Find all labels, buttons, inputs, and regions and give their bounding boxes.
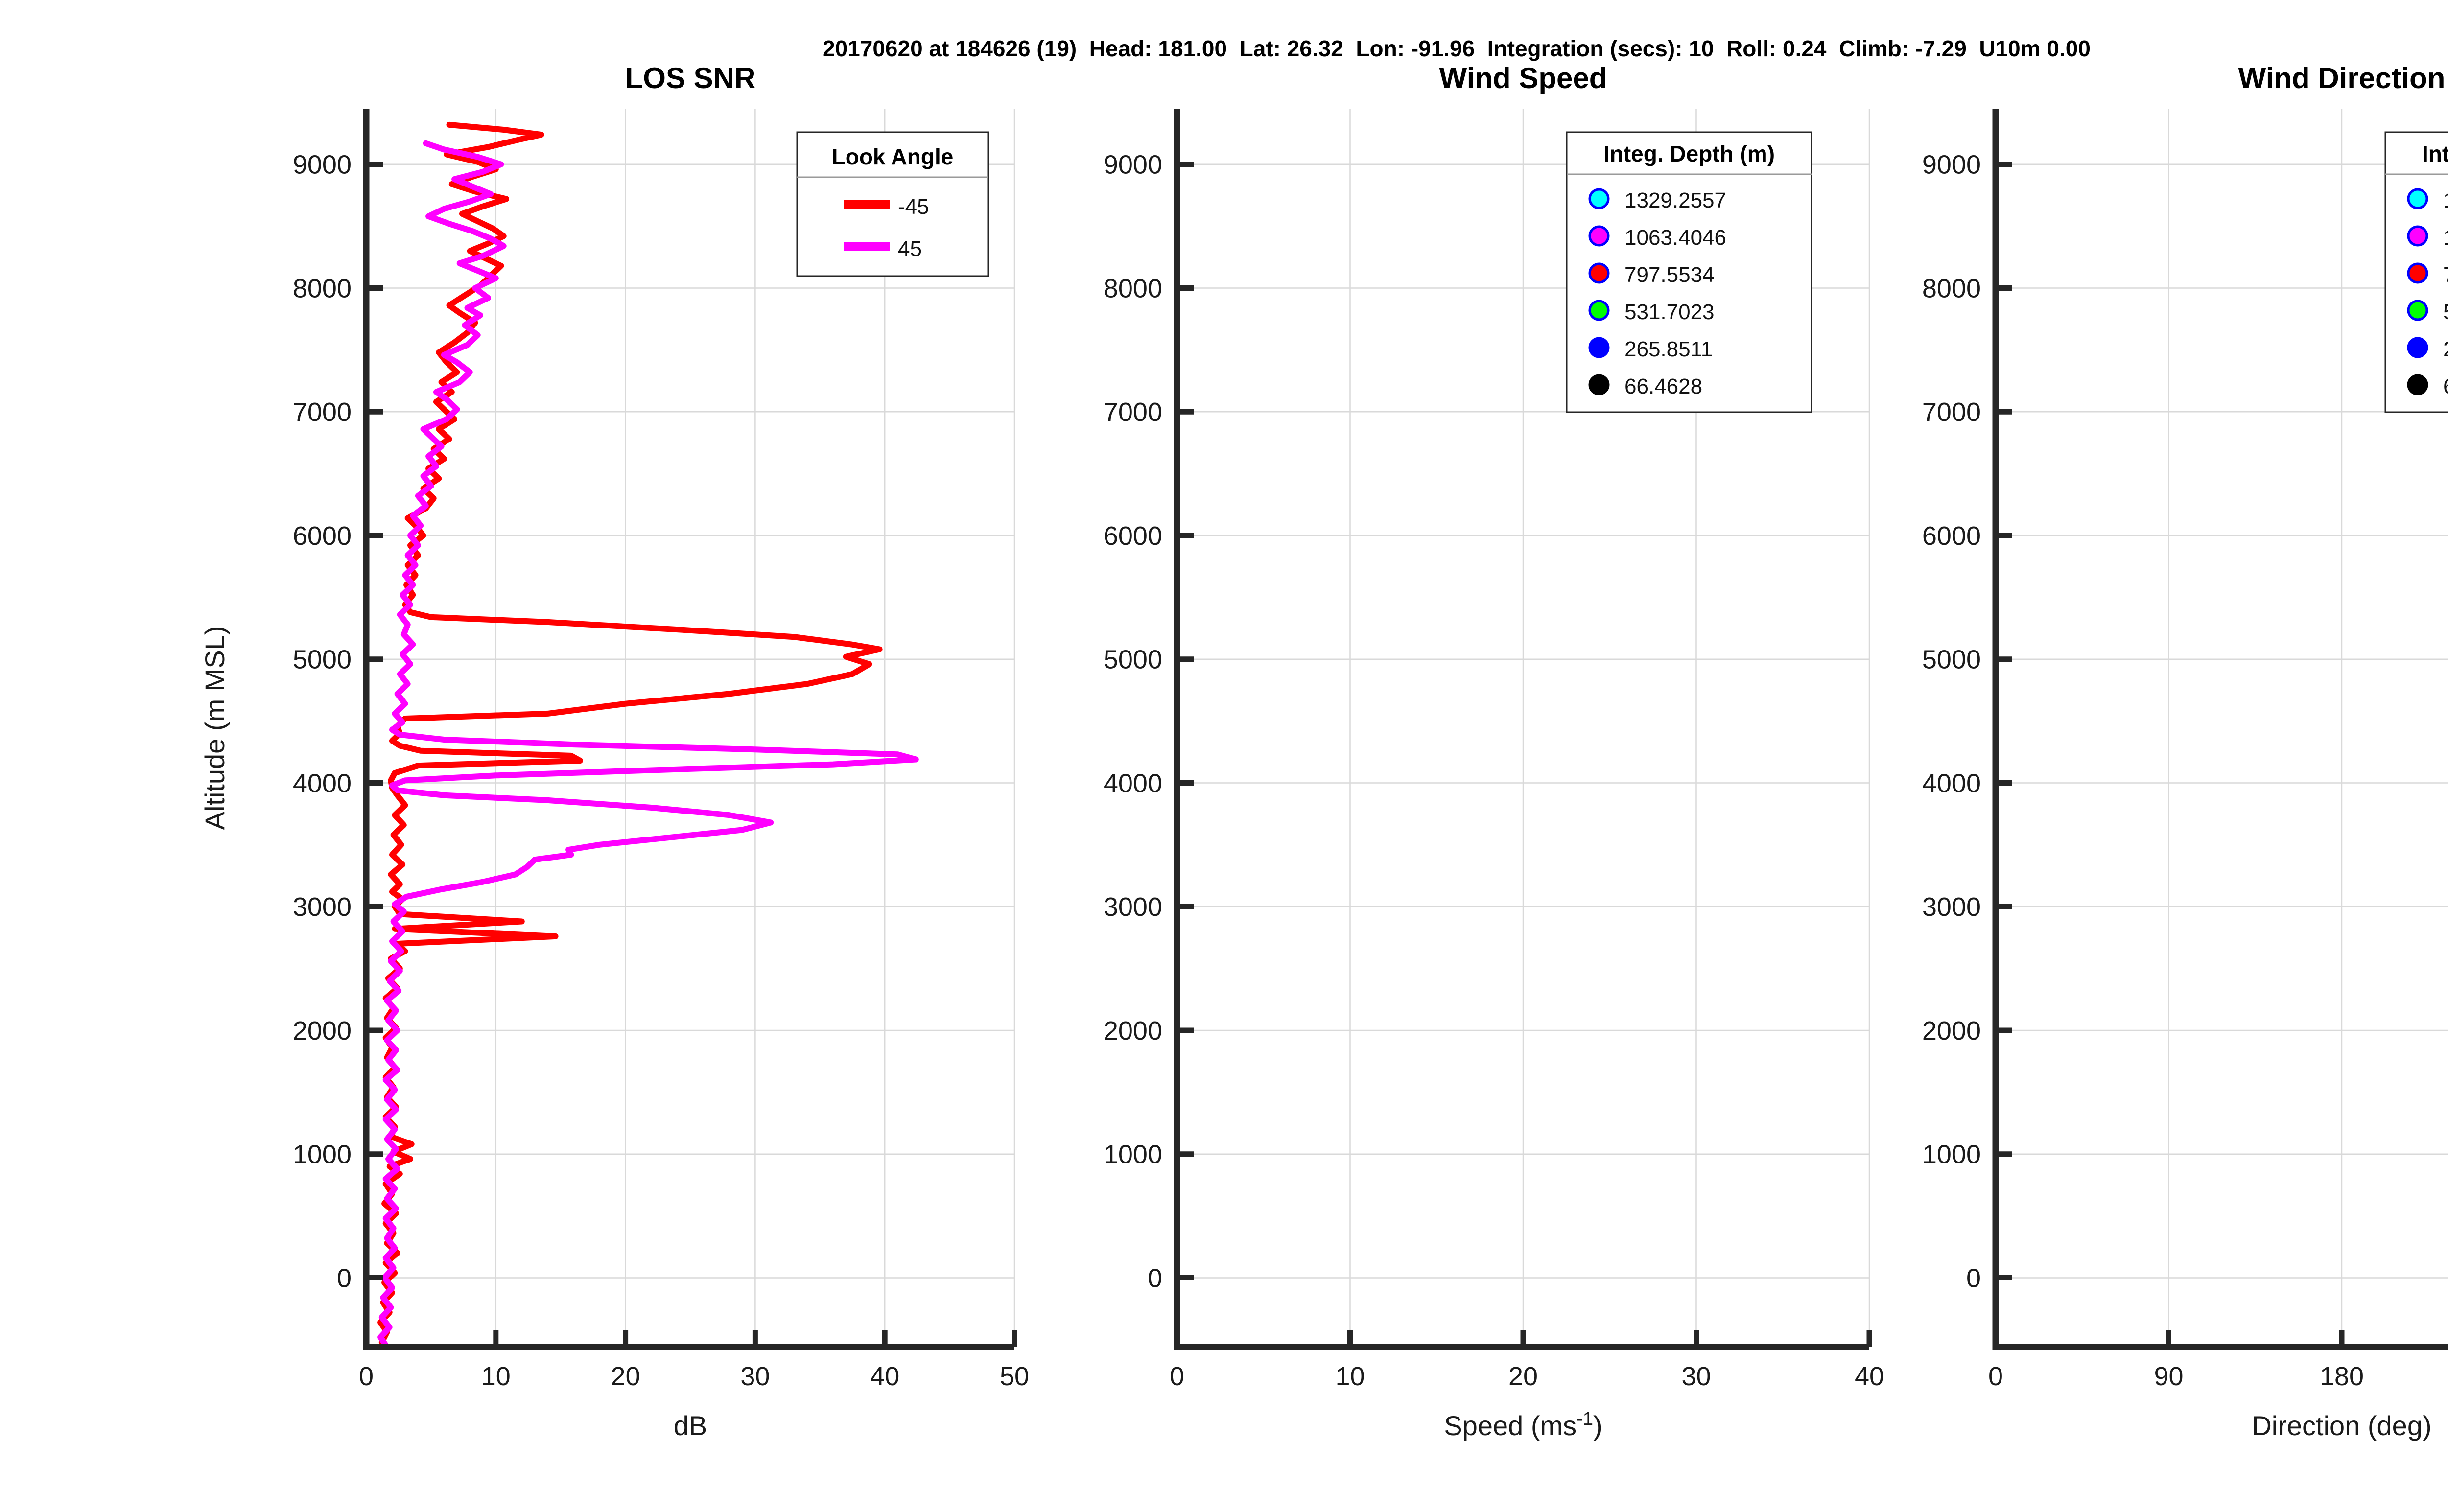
y-tick-label: 2000 — [1104, 1016, 1162, 1046]
legend-entry-label: 1063.4046 — [2443, 226, 2448, 250]
x-axis-label: dB — [674, 1410, 707, 1441]
x-tick-label: 20 — [611, 1362, 640, 1391]
y-tick-label: 3000 — [1922, 892, 1981, 922]
y-tick-label: 3000 — [1104, 892, 1162, 922]
y-tick-label: 5000 — [1104, 645, 1162, 675]
y-tick-label: 1000 — [293, 1140, 352, 1169]
x-tick-label: 40 — [870, 1362, 899, 1391]
x-tick-label: 50 — [1000, 1362, 1029, 1391]
y-tick-label: 1000 — [1922, 1140, 1981, 1169]
y-tick-label: 5000 — [293, 645, 352, 675]
y-tick-label: 4000 — [1104, 768, 1162, 798]
legend-marker-66.4628 — [2407, 374, 2428, 395]
legend-entry-label: 797.5534 — [1624, 263, 1715, 287]
y-axis-label: Altitude (m MSL) — [199, 626, 230, 830]
legend-entry-label: 1063.4046 — [1624, 226, 1726, 250]
legend-entry-label: 45 — [898, 237, 922, 261]
tick-marks — [363, 162, 1017, 1347]
legend-marker-1329.2557 — [1588, 188, 1610, 209]
panel-title: Wind Direction — [2238, 62, 2446, 94]
figure-suptitle: 20170620 at 184626 (19) Head: 181.00 Lat… — [823, 36, 2091, 61]
y-tick-label: 9000 — [1922, 150, 1981, 180]
legend-entry-label: 1329.2557 — [1624, 188, 1726, 212]
legend-wind-speed[interactable]: Integ. Depth (m) 1329.2557 1063.4046 797.55… — [1566, 131, 1812, 413]
y-tick-label: 0 — [1148, 1263, 1162, 1293]
legend-entry-label: 531.7023 — [1624, 300, 1715, 324]
x-tick-label: 30 — [1681, 1362, 1711, 1391]
legend-entry-label: -45 — [898, 195, 929, 219]
grid-lines — [1996, 109, 2448, 1347]
legend-title: Integ. Depth (m) — [1603, 141, 1775, 166]
y-tick-label: 7000 — [1922, 397, 1981, 427]
y-tick-label: 5000 — [1922, 645, 1981, 675]
x-tick-label: 0 — [359, 1362, 374, 1391]
legend-marker-66.4628 — [1588, 374, 1610, 395]
legend-marker-531.7023 — [2407, 300, 2428, 321]
plot-background — [1996, 109, 2448, 1347]
legend-marker-1063.4046 — [2407, 225, 2428, 247]
y-tick-label: 0 — [1966, 1263, 1981, 1293]
tick-marks — [1174, 162, 1872, 1347]
panel-wind-speed: 0 10 20 30 40 0 1000 2000 3000 4000 5000 6000 7000 80… — [1104, 62, 1884, 1441]
panel-title: Wind Speed — [1439, 62, 1607, 94]
x-tick-label: 0 — [1170, 1362, 1184, 1391]
legend-entry-label: 1329.2557 — [2443, 188, 2448, 212]
x-tick-label: 0 — [1988, 1362, 2003, 1391]
x-tick-label: 30 — [740, 1362, 770, 1391]
panel-title: LOS SNR — [625, 62, 756, 94]
legend-entry-label: 265.8511 — [1624, 337, 1713, 361]
x-tick-label: 180 — [2320, 1362, 2364, 1391]
y-tick-label: 7000 — [293, 397, 352, 427]
legend-title: Integ. Depth (m) — [2422, 141, 2448, 166]
y-tick-label: 6000 — [1104, 521, 1162, 551]
legend-marker-1063.4046 — [1588, 225, 1610, 247]
y-tick-label: 3000 — [293, 892, 352, 922]
y-tick-label: 4000 — [1922, 768, 1981, 798]
legend-entry-label: 265.8511 — [2443, 337, 2448, 361]
legend-marker-797.5534 — [2407, 262, 2428, 284]
x-axis-label: Speed (ms-1) — [1444, 1409, 1602, 1441]
x-tick-label: 20 — [1508, 1362, 1538, 1391]
y-tick-label: 8000 — [1104, 274, 1162, 303]
legend-los-snr[interactable]: Look Angle -45 45 — [796, 131, 989, 277]
grid-lines — [366, 109, 1015, 1347]
y-tick-label: 1000 — [1104, 1140, 1162, 1169]
y-tick-label: 0 — [337, 1263, 352, 1293]
panel-wind-direction: 0901802703600100020003000400050006000700… — [1922, 62, 2448, 1441]
legend-entry-label: 66.4628 — [1624, 374, 1702, 398]
panel-los-snr: 0 10 20 30 40 50 0 1000 2000 3000 4000 5000 6000 7000… — [199, 62, 1029, 1441]
y-tick-label: 9000 — [293, 150, 352, 180]
legend-marker-265.8511 — [2407, 337, 2428, 358]
y-tick-label: 6000 — [293, 521, 352, 551]
x-tick-label: 10 — [1335, 1362, 1365, 1391]
y-tick-label: 9000 — [1104, 150, 1162, 180]
y-tick-label: 4000 — [293, 768, 352, 798]
legend-box — [796, 131, 989, 277]
legend-marker-797.5534 — [1588, 262, 1610, 284]
y-tick-label: 7000 — [1104, 397, 1162, 427]
legend-entry-label: 797.5534 — [2443, 263, 2448, 287]
y-tick-label: 2000 — [1922, 1016, 1981, 1046]
y-tick-label: 2000 — [293, 1016, 352, 1046]
series-line-45 — [377, 140, 919, 1350]
series-group — [377, 121, 919, 1350]
y-tick-label: 6000 — [1922, 521, 1981, 551]
tick-marks — [1993, 162, 2345, 1347]
legend-entry-label: 531.7023 — [2443, 300, 2448, 324]
legend-marker-1329.2557 — [2407, 188, 2428, 209]
x-tick-label: 40 — [1855, 1362, 1884, 1391]
x-tick-label: 90 — [2154, 1362, 2183, 1391]
legend-marker-531.7023 — [1588, 300, 1610, 321]
legend-marker-265.8511 — [1588, 337, 1610, 358]
y-tick-label: 8000 — [1922, 274, 1981, 303]
y-tick-label: 8000 — [293, 274, 352, 303]
legend-entry-label: 66.4628 — [2443, 374, 2448, 398]
x-tick-label: 10 — [481, 1362, 511, 1391]
legend-wind-direction[interactable]: Integ. Depth (m) 1329.2557 1063.4046 797.55… — [2384, 131, 2448, 413]
legend-title: Look Angle — [832, 144, 954, 169]
x-axis-label: Direction (deg) — [2252, 1410, 2431, 1441]
